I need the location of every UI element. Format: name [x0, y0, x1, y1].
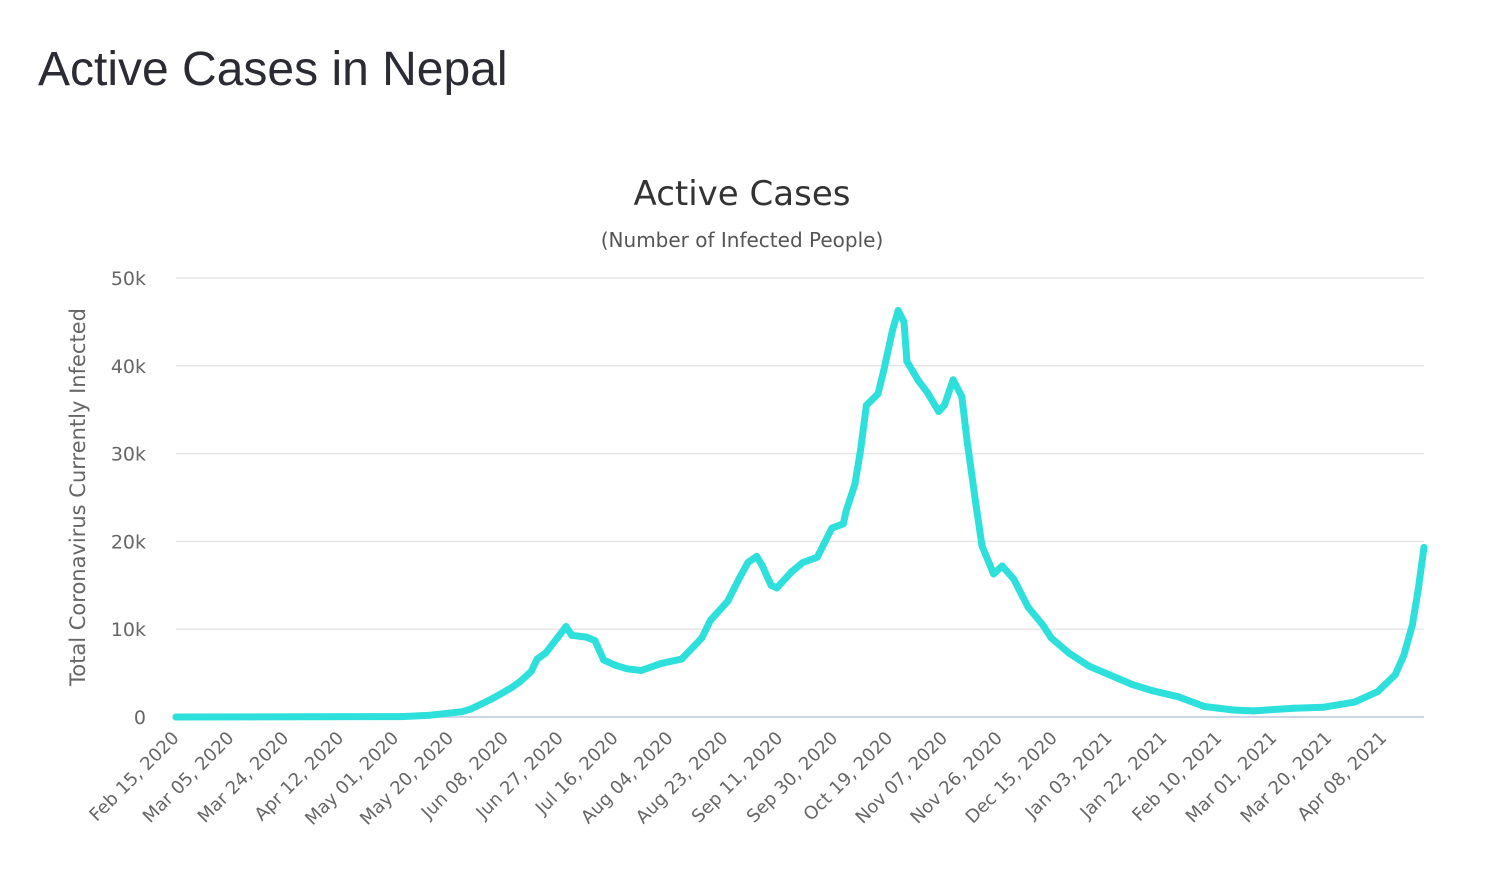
data-point[interactable] — [568, 631, 576, 639]
data-point[interactable] — [998, 562, 1006, 570]
page-title: Active Cases in Nepal — [38, 43, 508, 96]
data-point[interactable] — [527, 667, 535, 675]
data-point[interactable] — [706, 616, 714, 624]
data-point[interactable] — [940, 401, 948, 409]
y-tick-label: 30k — [111, 444, 146, 466]
x-tick-label: May 01, 2020 — [301, 728, 403, 830]
data-point[interactable] — [1024, 603, 1032, 611]
y-tick-label: 50k — [111, 268, 146, 290]
data-point[interactable] — [839, 520, 847, 528]
data-point[interactable] — [1420, 544, 1428, 552]
data-point[interactable] — [582, 633, 590, 641]
data-point[interactable] — [1010, 575, 1018, 583]
data-point[interactable] — [990, 570, 998, 578]
data-point[interactable] — [1319, 703, 1327, 711]
data-point[interactable] — [1391, 671, 1399, 679]
data-point[interactable] — [813, 553, 821, 561]
data-point[interactable] — [735, 574, 743, 582]
data-point[interactable] — [1099, 668, 1107, 676]
data-point[interactable] — [426, 711, 434, 719]
data-point[interactable] — [657, 659, 665, 667]
data-point[interactable] — [903, 357, 911, 365]
data-point[interactable] — [1114, 674, 1122, 682]
data-point[interactable] — [507, 684, 515, 692]
y-tick-label: 0 — [134, 707, 146, 729]
data-point[interactable] — [1200, 702, 1208, 710]
data-point[interactable] — [397, 713, 405, 721]
data-point[interactable] — [623, 665, 631, 673]
data-point[interactable] — [1085, 662, 1093, 670]
data-point[interactable] — [857, 445, 865, 453]
data-point[interactable] — [874, 390, 882, 398]
data-point[interactable] — [767, 581, 775, 589]
data-point[interactable] — [958, 393, 966, 401]
data-point[interactable] — [562, 623, 570, 631]
data-point[interactable] — [1374, 688, 1382, 696]
data-point[interactable] — [799, 558, 807, 566]
data-point[interactable] — [842, 507, 850, 515]
y-tick-label: 10k — [111, 619, 146, 641]
data-point[interactable] — [1229, 706, 1237, 714]
data-point[interactable] — [1408, 621, 1416, 629]
data-point[interactable] — [914, 377, 922, 385]
data-point[interactable] — [753, 552, 761, 560]
chart-title: Active Cases — [634, 174, 851, 214]
data-point[interactable] — [172, 713, 180, 721]
data-point[interactable] — [900, 318, 908, 326]
data-point[interactable] — [1290, 704, 1298, 712]
data-point[interactable] — [516, 678, 524, 686]
data-point[interactable] — [591, 637, 599, 645]
data-point[interactable] — [467, 705, 475, 713]
active-cases-line[interactable] — [172, 307, 1428, 721]
y-axis-label: Total Coronavirus Currently Infected — [66, 308, 90, 687]
data-point[interactable] — [744, 558, 752, 566]
x-tick-label: May 20, 2020 — [356, 728, 458, 830]
data-point[interactable] — [637, 666, 645, 674]
data-point[interactable] — [862, 401, 870, 409]
y-tick-label: 20k — [111, 531, 146, 553]
data-point[interactable] — [487, 695, 495, 703]
data-point[interactable] — [923, 388, 931, 396]
data-point[interactable] — [542, 649, 550, 657]
y-tick-label: 40k — [111, 356, 146, 378]
data-point[interactable] — [1351, 698, 1359, 706]
data-point[interactable] — [851, 480, 859, 488]
data-point[interactable] — [600, 656, 608, 664]
data-point[interactable] — [458, 708, 466, 716]
data-point[interactable] — [773, 584, 781, 592]
data-point[interactable] — [972, 502, 980, 510]
data-point[interactable] — [698, 634, 706, 642]
data-point[interactable] — [964, 441, 972, 449]
data-point[interactable] — [1250, 707, 1258, 715]
data-point[interactable] — [1065, 649, 1073, 657]
data-point[interactable] — [553, 634, 561, 642]
chart-subtitle: (Number of Infected People) — [601, 228, 884, 252]
data-point[interactable] — [888, 327, 896, 335]
data-point[interactable] — [787, 568, 795, 576]
data-point[interactable] — [935, 407, 943, 415]
data-point[interactable] — [978, 542, 986, 550]
data-point[interactable] — [533, 655, 541, 663]
data-point[interactable] — [1039, 621, 1047, 629]
data-point[interactable] — [678, 655, 686, 663]
data-point[interactable] — [611, 661, 619, 669]
data-point[interactable] — [305, 713, 313, 721]
data-point[interactable] — [1414, 586, 1422, 594]
data-point[interactable] — [949, 376, 957, 384]
data-point[interactable] — [1174, 693, 1182, 701]
data-point[interactable] — [880, 366, 888, 374]
data-point[interactable] — [758, 562, 766, 570]
data-point[interactable] — [1148, 687, 1156, 695]
data-point[interactable] — [1128, 681, 1136, 689]
data-point[interactable] — [828, 524, 836, 532]
data-point[interactable] — [1047, 634, 1055, 642]
data-point[interactable] — [724, 597, 732, 605]
data-point[interactable] — [1400, 652, 1408, 660]
data-point[interactable] — [894, 306, 902, 314]
